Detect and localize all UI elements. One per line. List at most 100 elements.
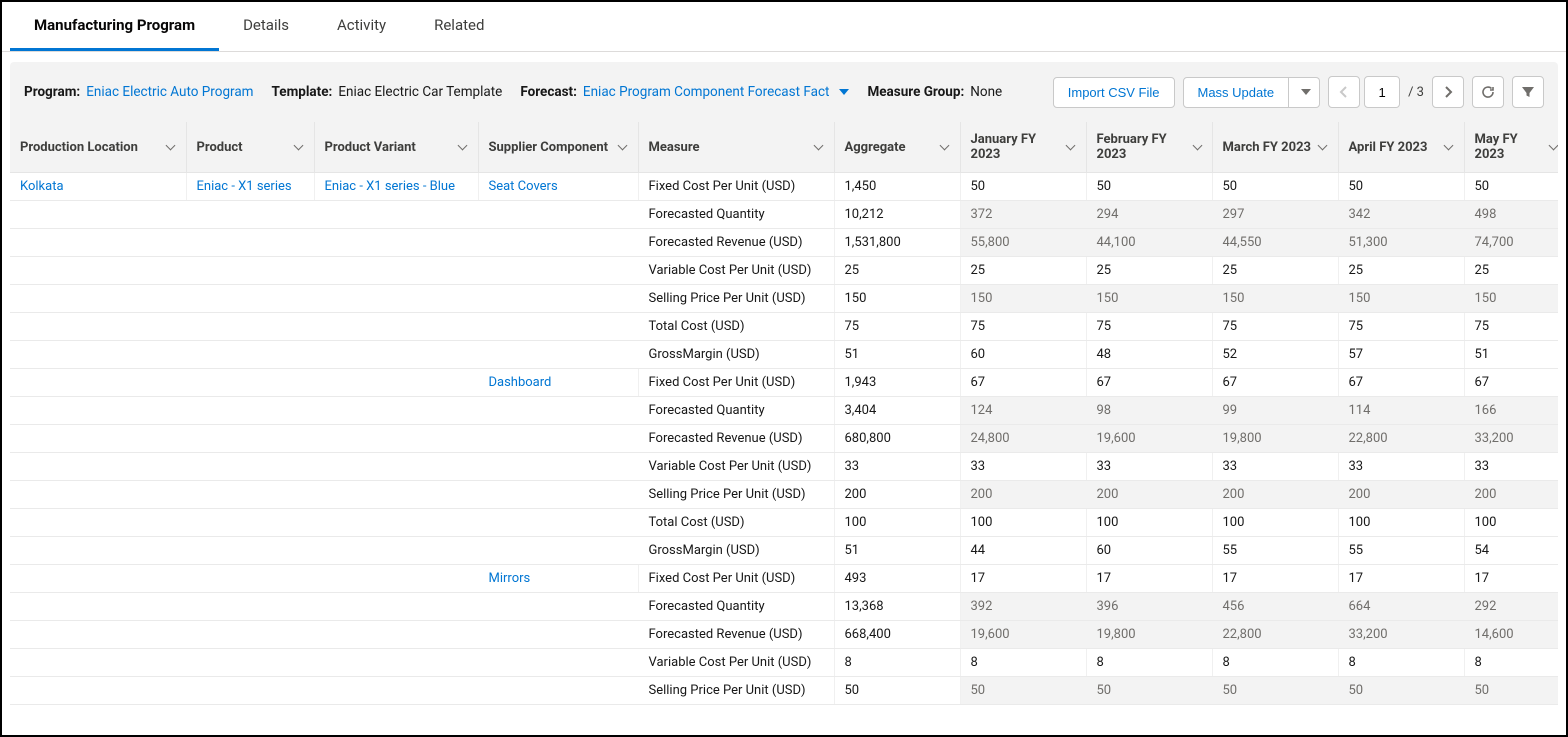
col-measure[interactable]: Measure — [638, 122, 834, 173]
mass-update-button[interactable]: Mass Update — [1183, 77, 1290, 108]
cell-value[interactable]: 664 — [1338, 593, 1464, 621]
tab-manufacturing-program[interactable]: Manufacturing Program — [10, 2, 219, 51]
refresh-button[interactable] — [1472, 76, 1504, 108]
page-input[interactable] — [1364, 76, 1400, 108]
cell-value[interactable]: 74,700 — [1464, 229, 1558, 257]
cell-value[interactable]: 60 — [960, 341, 1086, 369]
import-csv-button[interactable]: Import CSV File — [1053, 77, 1175, 108]
cell-value[interactable]: 33,200 — [1338, 621, 1464, 649]
cell-value[interactable]: 75 — [1464, 313, 1558, 341]
cell-value[interactable]: 50 — [1212, 173, 1338, 201]
cell-value[interactable]: 150 — [1086, 285, 1212, 313]
cell-value[interactable]: 100 — [1086, 509, 1212, 537]
cell-value[interactable]: 8 — [1212, 649, 1338, 677]
cell-value[interactable]: 50 — [1086, 173, 1212, 201]
cell-value[interactable]: 200 — [1212, 481, 1338, 509]
cell-value[interactable]: 54 — [1464, 537, 1558, 565]
cell-value[interactable]: 22,800 — [1338, 425, 1464, 453]
cell-value[interactable]: 200 — [1464, 481, 1558, 509]
cell-value[interactable]: 14,600 — [1464, 621, 1558, 649]
cell-value[interactable]: 8 — [1086, 649, 1212, 677]
cell-value[interactable]: 17 — [1464, 565, 1558, 593]
cell-value[interactable]: 498 — [1464, 201, 1558, 229]
cell-value[interactable]: 25 — [960, 257, 1086, 285]
cell-value[interactable]: 75 — [960, 313, 1086, 341]
cell-value[interactable]: 50 — [1464, 173, 1558, 201]
cell-value[interactable]: 25 — [1338, 257, 1464, 285]
cell-value[interactable]: 48 — [1086, 341, 1212, 369]
cell-value[interactable]: 17 — [960, 565, 1086, 593]
col-supplier-component[interactable]: Supplier Component — [478, 122, 638, 173]
col-feb[interactable]: February FY 2023 — [1086, 122, 1212, 173]
cell-value[interactable]: 17 — [1086, 565, 1212, 593]
cell-value[interactable]: 67 — [1212, 369, 1338, 397]
cell-value[interactable]: 33 — [960, 453, 1086, 481]
cell-value[interactable]: 75 — [1086, 313, 1212, 341]
cell-value[interactable]: 150 — [1212, 285, 1338, 313]
cell-value[interactable]: 75 — [1338, 313, 1464, 341]
forecast-link[interactable]: Eniac Program Component Forecast Fact — [583, 84, 830, 100]
caret-down-icon[interactable] — [839, 89, 849, 95]
cell-value[interactable]: 60 — [1086, 537, 1212, 565]
col-product[interactable]: Product — [186, 122, 314, 173]
cell-value[interactable]: 33 — [1338, 453, 1464, 481]
cell-value[interactable]: 75 — [1212, 313, 1338, 341]
cell-supplier[interactable]: Seat Covers — [478, 173, 638, 201]
cell-value[interactable]: 456 — [1212, 593, 1338, 621]
cell-value[interactable]: 57 — [1338, 341, 1464, 369]
col-jan[interactable]: January FY 2023 — [960, 122, 1086, 173]
cell-value[interactable]: 294 — [1086, 201, 1212, 229]
col-production-location[interactable]: Production Location — [10, 122, 186, 173]
cell-value[interactable]: 51,300 — [1338, 229, 1464, 257]
cell-location[interactable]: Kolkata — [10, 173, 186, 201]
cell-value[interactable]: 100 — [1212, 509, 1338, 537]
cell-value[interactable]: 25 — [1086, 257, 1212, 285]
tab-activity[interactable]: Activity — [313, 2, 410, 51]
cell-value[interactable]: 396 — [1086, 593, 1212, 621]
prev-page-button[interactable] — [1328, 76, 1360, 108]
cell-value[interactable]: 50 — [960, 173, 1086, 201]
cell-value[interactable]: 8 — [1338, 649, 1464, 677]
cell-value[interactable]: 100 — [960, 509, 1086, 537]
col-aggregate[interactable]: Aggregate — [834, 122, 960, 173]
cell-value[interactable]: 150 — [1464, 285, 1558, 313]
cell-value[interactable]: 17 — [1338, 565, 1464, 593]
cell-value[interactable]: 50 — [1464, 677, 1558, 705]
cell-value[interactable]: 342 — [1338, 201, 1464, 229]
tab-details[interactable]: Details — [219, 2, 313, 51]
cell-value[interactable]: 44,100 — [1086, 229, 1212, 257]
cell-value[interactable]: 200 — [1338, 481, 1464, 509]
cell-value[interactable]: 17 — [1212, 565, 1338, 593]
cell-value[interactable]: 8 — [960, 649, 1086, 677]
cell-value[interactable]: 24,800 — [960, 425, 1086, 453]
cell-value[interactable]: 150 — [1338, 285, 1464, 313]
cell-value[interactable]: 50 — [1086, 677, 1212, 705]
cell-value[interactable]: 51 — [1464, 341, 1558, 369]
filter-button[interactable] — [1512, 76, 1544, 108]
cell-value[interactable]: 19,600 — [960, 621, 1086, 649]
cell-value[interactable]: 100 — [1338, 509, 1464, 537]
cell-value[interactable]: 25 — [1212, 257, 1338, 285]
cell-value[interactable]: 55 — [1212, 537, 1338, 565]
cell-value[interactable]: 19,800 — [1086, 621, 1212, 649]
cell-value[interactable]: 99 — [1212, 397, 1338, 425]
tab-related[interactable]: Related — [410, 2, 508, 51]
cell-value[interactable]: 166 — [1464, 397, 1558, 425]
cell-value[interactable]: 50 — [1212, 677, 1338, 705]
cell-variant[interactable]: Eniac - X1 series - Blue — [314, 173, 478, 201]
cell-value[interactable]: 50 — [1338, 173, 1464, 201]
cell-value[interactable]: 33 — [1464, 453, 1558, 481]
cell-value[interactable]: 33 — [1086, 453, 1212, 481]
cell-value[interactable]: 33 — [1212, 453, 1338, 481]
cell-value[interactable]: 297 — [1212, 201, 1338, 229]
cell-value[interactable]: 44 — [960, 537, 1086, 565]
cell-value[interactable]: 67 — [1338, 369, 1464, 397]
cell-value[interactable]: 392 — [960, 593, 1086, 621]
cell-value[interactable]: 8 — [1464, 649, 1558, 677]
cell-value[interactable]: 50 — [1338, 677, 1464, 705]
cell-value[interactable]: 372 — [960, 201, 1086, 229]
cell-product[interactable]: Eniac - X1 series — [186, 173, 314, 201]
cell-supplier[interactable]: Mirrors — [478, 565, 638, 593]
cell-value[interactable]: 19,600 — [1086, 425, 1212, 453]
cell-value[interactable]: 67 — [1086, 369, 1212, 397]
